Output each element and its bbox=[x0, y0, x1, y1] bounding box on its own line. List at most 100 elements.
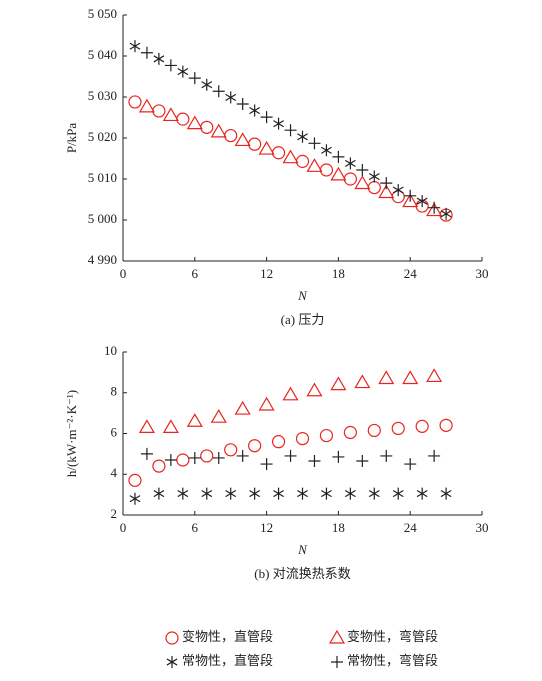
y-axis-label: P/kPa bbox=[64, 123, 79, 154]
marker bbox=[439, 418, 453, 432]
y-tick-label: 5 040 bbox=[88, 47, 117, 62]
marker bbox=[212, 85, 225, 98]
marker bbox=[391, 421, 405, 435]
marker bbox=[282, 386, 299, 401]
marker bbox=[188, 72, 201, 85]
marker bbox=[319, 163, 334, 177]
marker bbox=[404, 458, 417, 471]
marker bbox=[152, 459, 166, 473]
marker bbox=[368, 487, 380, 500]
legend-marker bbox=[166, 656, 178, 668]
marker bbox=[201, 78, 213, 91]
x-axis-label: N bbox=[297, 542, 308, 557]
marker bbox=[332, 450, 345, 463]
marker bbox=[249, 104, 261, 117]
x-tick-label: 0 bbox=[120, 520, 127, 535]
marker bbox=[138, 419, 155, 433]
marker bbox=[392, 184, 404, 197]
x-tick-label: 18 bbox=[332, 266, 345, 281]
marker bbox=[129, 492, 141, 505]
marker bbox=[440, 207, 452, 220]
y-tick-label: 5 050 bbox=[88, 6, 117, 21]
marker bbox=[415, 199, 429, 213]
caption: (a) 压力 bbox=[281, 312, 325, 327]
marker bbox=[344, 487, 356, 500]
marker bbox=[176, 453, 190, 467]
marker bbox=[153, 487, 165, 500]
marker bbox=[164, 59, 177, 72]
marker bbox=[404, 189, 417, 202]
marker bbox=[284, 449, 297, 462]
marker bbox=[152, 104, 166, 118]
y-tick-label: 4 990 bbox=[88, 252, 117, 267]
marker bbox=[295, 432, 310, 446]
marker bbox=[153, 52, 165, 65]
marker bbox=[177, 65, 189, 78]
marker bbox=[321, 487, 332, 500]
marker bbox=[282, 149, 299, 164]
marker bbox=[332, 150, 345, 163]
marker bbox=[164, 453, 177, 466]
x-tick-label: 0 bbox=[120, 266, 127, 281]
marker bbox=[440, 487, 452, 500]
marker bbox=[236, 449, 249, 462]
marker bbox=[297, 487, 308, 500]
marker bbox=[271, 435, 286, 449]
marker bbox=[260, 111, 273, 124]
marker bbox=[308, 455, 321, 468]
marker bbox=[273, 117, 284, 130]
marker bbox=[236, 97, 249, 110]
legend-label: 变物性，弯管段 bbox=[347, 629, 438, 644]
x-tick-label: 24 bbox=[404, 266, 418, 281]
marker bbox=[402, 193, 419, 208]
marker bbox=[258, 140, 275, 155]
marker bbox=[378, 370, 395, 385]
marker bbox=[186, 413, 203, 427]
legend-marker bbox=[328, 629, 346, 644]
marker bbox=[248, 137, 262, 151]
x-tick-label: 18 bbox=[332, 520, 345, 535]
marker bbox=[380, 449, 393, 462]
x-tick-label: 30 bbox=[476, 266, 489, 281]
marker bbox=[186, 115, 203, 130]
marker bbox=[295, 154, 310, 168]
marker bbox=[354, 175, 371, 190]
marker bbox=[177, 487, 189, 500]
marker bbox=[284, 124, 297, 137]
x-tick-label: 6 bbox=[192, 266, 199, 281]
marker bbox=[356, 163, 369, 176]
marker bbox=[249, 487, 261, 500]
marker bbox=[200, 120, 214, 134]
marker bbox=[367, 423, 381, 438]
marker bbox=[162, 107, 179, 122]
marker bbox=[343, 425, 357, 440]
marker bbox=[225, 91, 237, 104]
marker bbox=[162, 419, 179, 433]
x-tick-label: 24 bbox=[404, 520, 418, 535]
marker bbox=[212, 451, 225, 464]
marker bbox=[297, 130, 308, 143]
marker bbox=[426, 202, 443, 217]
marker bbox=[200, 449, 214, 463]
marker bbox=[416, 487, 428, 500]
marker bbox=[416, 195, 428, 208]
marker bbox=[140, 46, 153, 59]
x-tick-label: 30 bbox=[476, 520, 489, 535]
legend-label: 常物性，直管段 bbox=[182, 653, 273, 668]
marker bbox=[380, 177, 393, 190]
marker bbox=[306, 158, 323, 172]
marker bbox=[224, 443, 238, 457]
marker bbox=[330, 376, 347, 391]
marker bbox=[271, 146, 286, 160]
x-axis-label: N bbox=[297, 288, 308, 303]
marker bbox=[128, 95, 142, 109]
marker bbox=[138, 98, 155, 113]
y-tick-label: 5 020 bbox=[88, 129, 117, 144]
marker bbox=[321, 144, 332, 157]
marker bbox=[330, 166, 347, 181]
y-tick-label: 6 bbox=[111, 424, 118, 439]
marker bbox=[428, 201, 441, 214]
marker bbox=[210, 409, 227, 423]
marker bbox=[128, 473, 142, 487]
marker bbox=[225, 487, 237, 500]
